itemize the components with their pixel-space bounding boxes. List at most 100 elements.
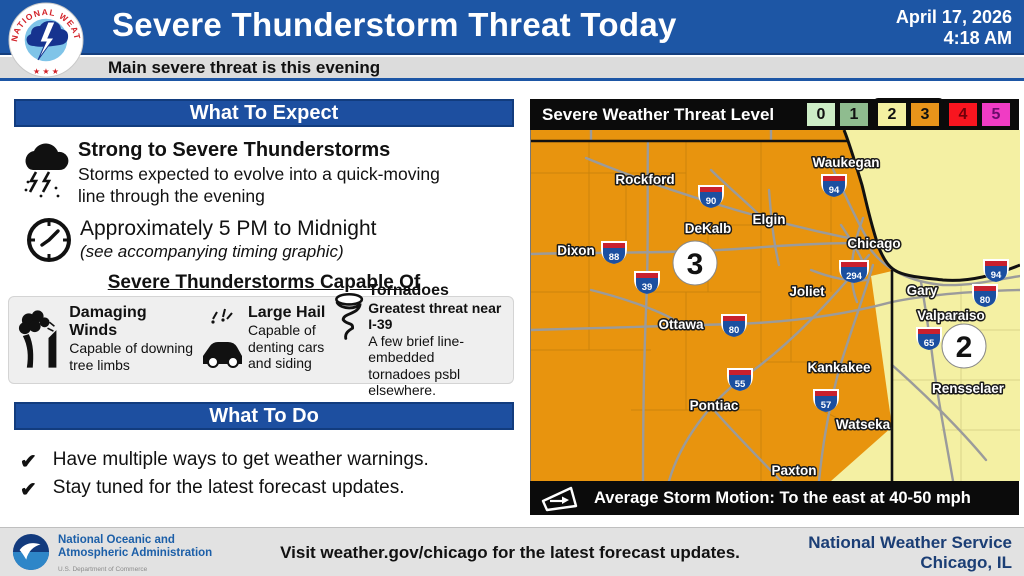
svg-text:★ ★ ★: ★ ★ ★ [33,67,59,76]
nws-logo-icon: NATIONAL WEATHER SERVICE ★ ★ ★ [8,2,84,78]
footer-office-line2: Chicago, IL [920,553,1012,572]
svg-text:294: 294 [846,271,863,282]
storm-motion-arrow-icon [541,486,578,512]
tornado-icon [335,292,364,340]
interstate-shield-80: 80 [721,314,747,337]
svg-text:80: 80 [980,295,991,306]
svg-text:3: 3 [687,248,704,281]
issue-time: 4:18 AM [943,28,1012,48]
noaa-logo-icon [12,533,50,571]
clock-icon [27,218,71,262]
county-lines-indiana [892,285,1020,481]
what-to-do-header: What To Do [14,402,514,430]
threat2-wedge [831,427,892,481]
check-icon: ✔ [20,451,37,473]
city-labels: Rockford Waukegan Elgin DeKalb Chicago D… [556,154,1007,480]
what-to-expect-label: What To Expect [189,101,339,124]
interstate-shield-57: 57 [813,389,839,412]
capable-heading: Severe Thunderstorms Capable Of [107,272,421,293]
interstate-shield-80-east: 80 [972,284,998,307]
header-subtitle-strip [0,57,1024,78]
svg-text:90: 90 [706,196,717,207]
threat-map: 90 94 88 39 [530,130,1020,481]
interstate-shield-90: 90 [698,185,724,208]
interstate-shield-55: 55 [727,368,753,391]
page-subtitle: Main severe threat is this evening [108,58,381,77]
city-label: Joliet [789,284,825,299]
svg-text:94: 94 [829,185,840,196]
hazard-large-hail: Large Hail Capable of denting cars and s… [201,304,329,376]
noaa-text-block: National Oceanic and Atmospheric Adminis… [58,534,212,576]
svg-text:39: 39 [642,282,653,293]
wind-tree-icon [18,310,57,368]
legend-level-4: 4 [948,102,978,127]
svg-text:55: 55 [735,379,746,390]
interstate-shield-65: 65 [916,327,942,350]
interstate-shield-39: 39 [634,271,660,294]
legend-title: Severe Weather Threat Level [542,104,775,124]
threat2-region-indiana [892,265,1020,481]
svg-text:88: 88 [609,252,620,263]
hazard-box: Damaging Winds Capable of downing tree l… [8,282,514,398]
city-label: Gary [907,283,938,298]
city-label: Pontiac [690,398,739,413]
interstate-shield-88: 88 [601,241,627,264]
city-label: Watseka [836,417,891,432]
threat-map-svg: 90 94 88 39 [531,130,1020,481]
storm-cloud-icon [24,143,69,198]
city-label: Rensselaer [932,381,1005,396]
threat-marker-3: 3 [672,240,718,286]
svg-text:2: 2 [956,331,973,364]
hazard-tornadoes: Tornadoes Greatest threat near I-39 A fe… [333,282,507,399]
city-label: Elgin [753,212,786,227]
threat-marker-2: 2 [941,323,987,369]
svg-text:80: 80 [729,325,740,336]
legend-level-5: 5 [981,102,1011,127]
header-bar [0,0,1024,55]
footer-office-line1: National Weather Service [808,533,1012,552]
legend-level-0: 0 [806,102,836,127]
lake-michigan [844,130,1020,280]
interstate-shield-294: 294 [839,260,869,283]
legend-level-2: 2 [877,102,907,127]
interstate-shield-94-east: 94 [983,259,1009,282]
city-label: Valparaiso [917,308,985,323]
footer-bar [0,528,1024,576]
issue-datetime: April 17, 2026 4:18 AM [896,7,1012,49]
legend-scale: 0 1 2 3 4 5 [806,98,1011,131]
city-label: Kankakee [807,360,871,375]
interstate-shields: 90 94 88 39 [601,174,1009,412]
city-label: Waukegan [812,155,879,170]
legend-highlight-frame: 2 3 [873,98,944,131]
storm-item-text: Storms expected to evolve into a quick-m… [78,164,440,206]
timing-note: (see accompanying timing graphic) [80,242,344,261]
lake-shoreline [842,130,1020,282]
footer-office-block: National Weather Service Chicago, IL [808,533,1012,573]
city-label: Ottawa [658,317,704,332]
what-to-expect-header: What To Expect [14,99,514,127]
city-label: Paxton [771,463,816,478]
city-label: Dixon [557,243,595,258]
city-label: Chicago [847,236,900,251]
svg-text:94: 94 [991,270,1002,281]
what-to-do-label: What To Do [209,404,319,427]
hail-car-icon [203,308,242,368]
issue-date: April 17, 2026 [895,7,1012,27]
legend-level-3: 3 [910,102,940,127]
storm-motion-bar: Average Storm Motion: To the east at 40-… [530,481,1019,515]
checklist-item: ✔ Stay tuned for the latest forecast upd… [20,477,405,501]
storm-motion-text: Average Storm Motion: To the east at 40-… [594,488,971,507]
threat-level-legend: Severe Weather Threat Level 0 1 2 3 4 5 [530,98,1019,131]
checklist-item: ✔ Have multiple ways to get weather warn… [20,449,429,473]
city-label: DeKalb [685,221,732,236]
interstate-shield-94: 94 [821,174,847,197]
svg-text:57: 57 [821,400,832,411]
hazard-damaging-winds: Damaging Winds Capable of downing tree l… [15,304,197,376]
legend-level-1: 1 [839,102,869,127]
svg-text:65: 65 [924,338,935,349]
check-icon: ✔ [20,479,37,501]
state-borders [531,130,1020,481]
threat2-sliver [871,271,892,427]
footer-url-text: Visit weather.gov/chicago for the latest… [280,543,740,562]
